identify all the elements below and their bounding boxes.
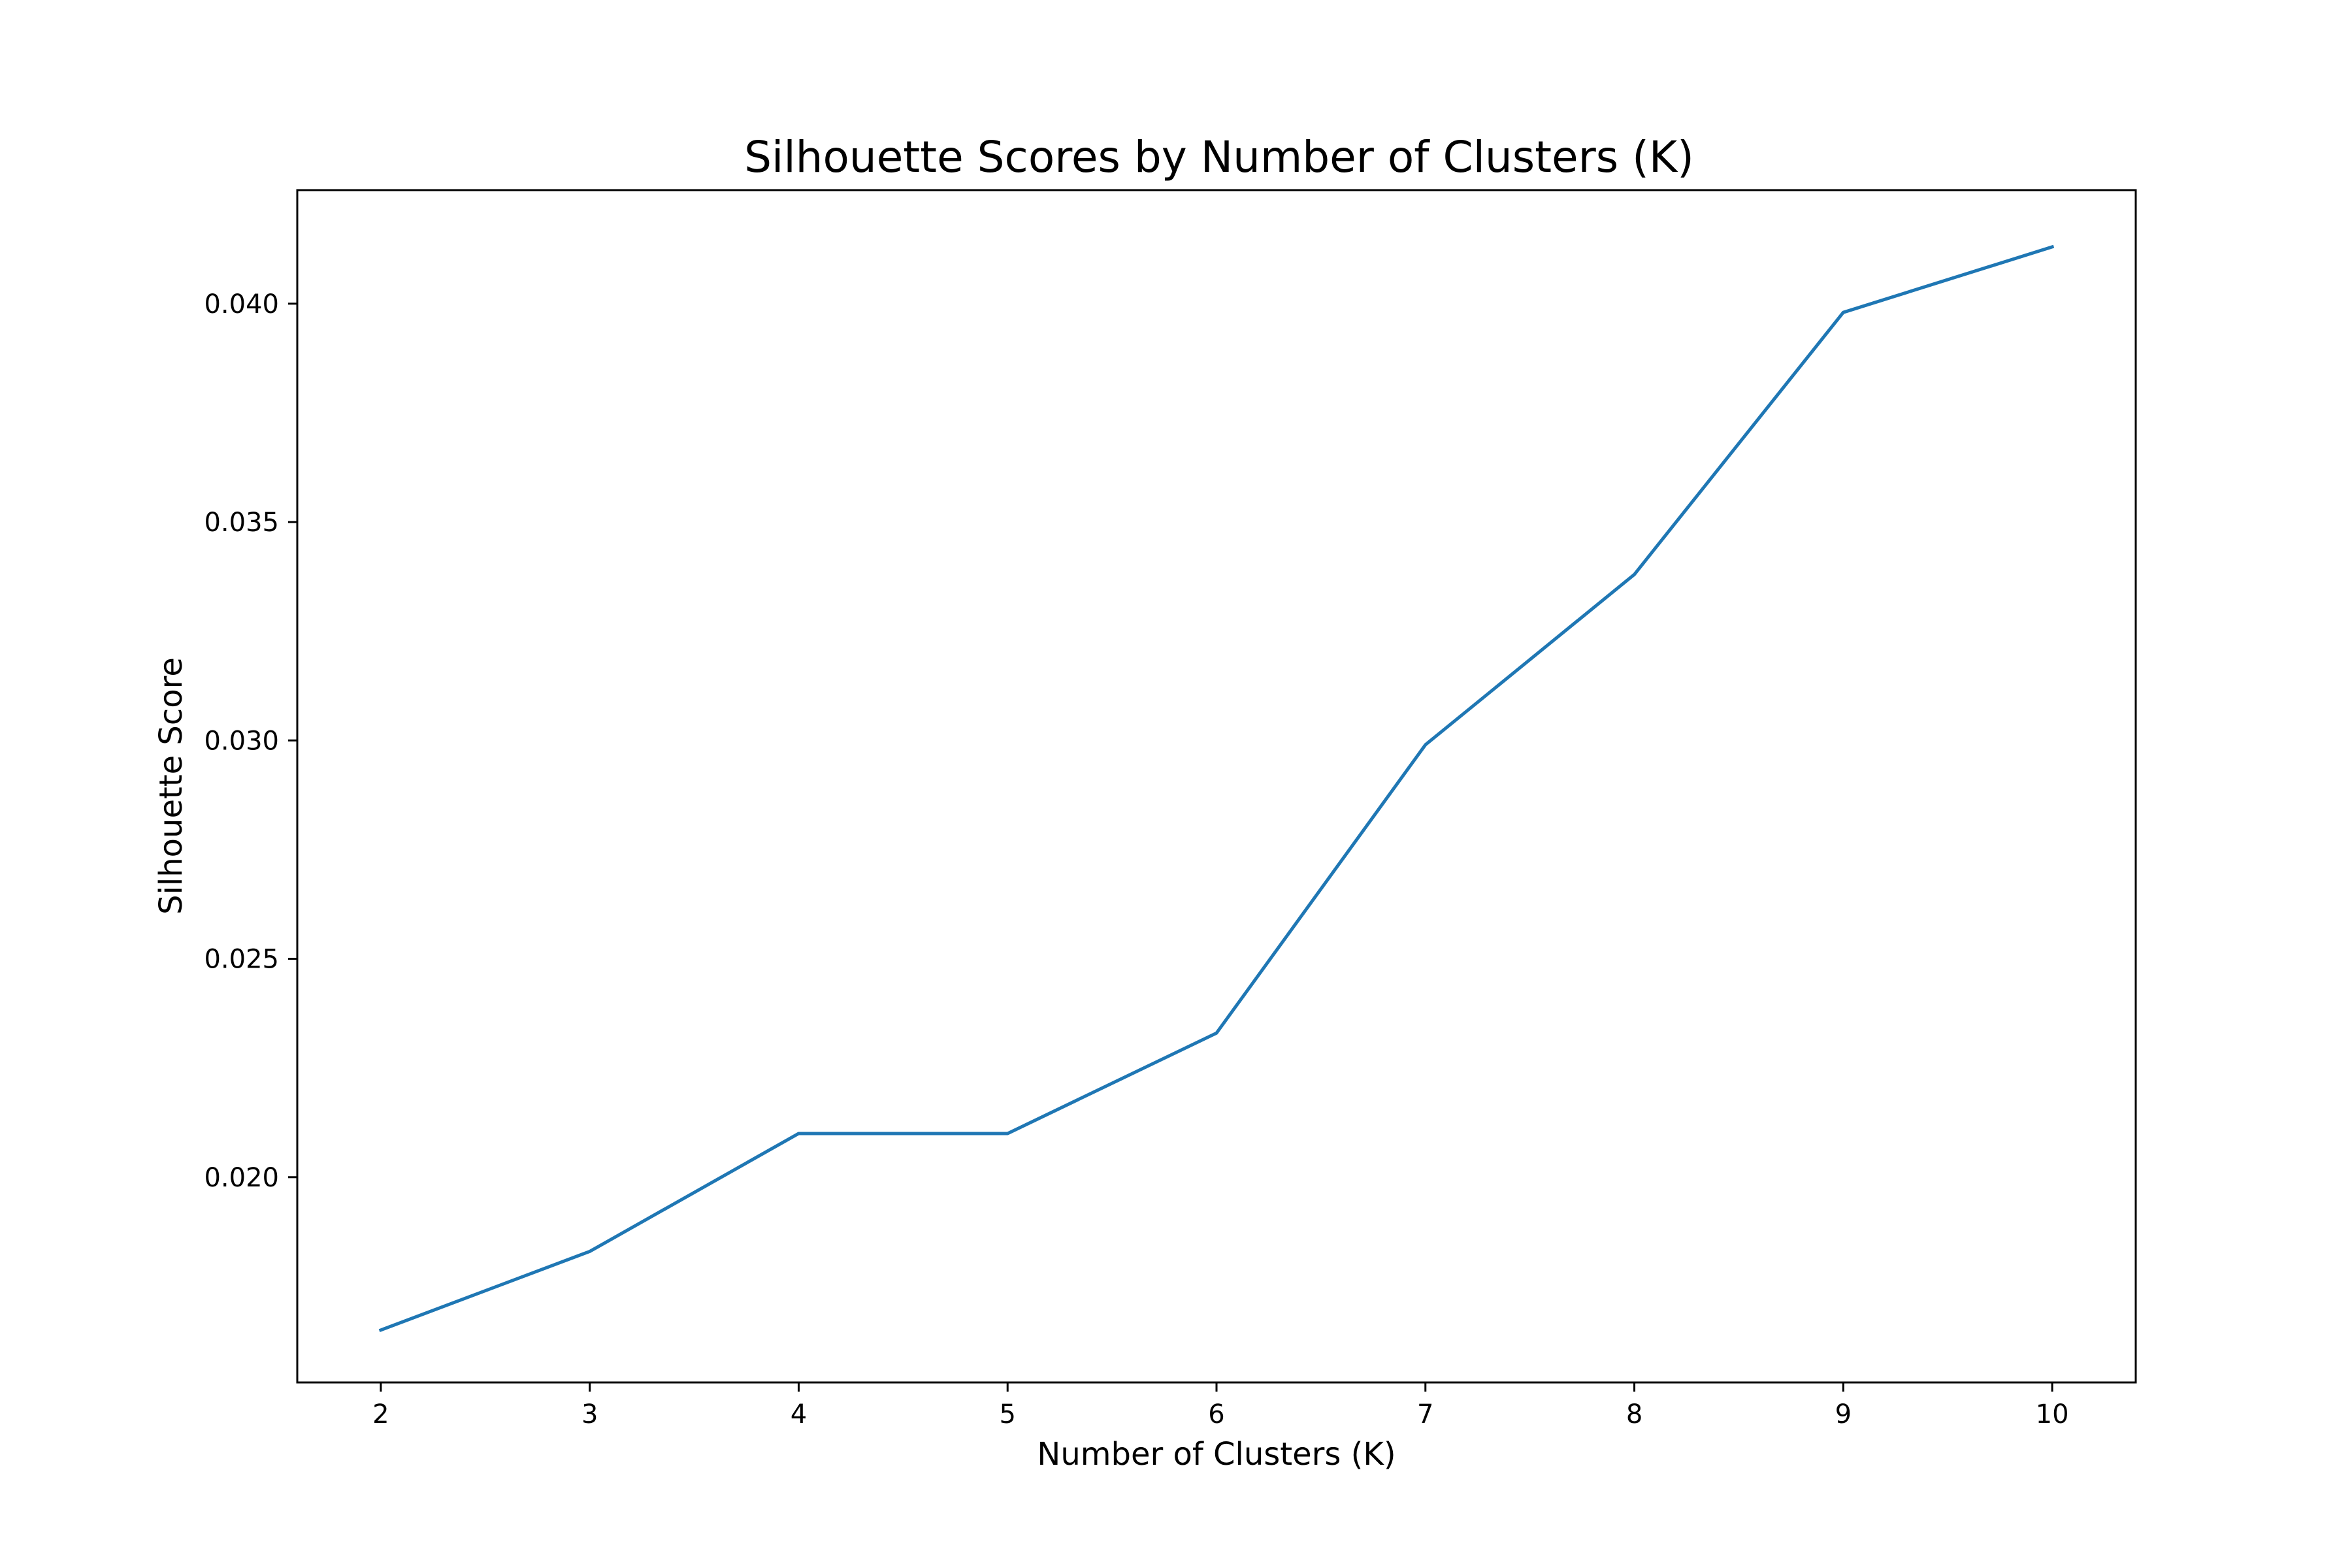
y-tick-label: 0.030 bbox=[204, 726, 279, 756]
data-point bbox=[587, 1249, 593, 1254]
y-tick-label: 0.025 bbox=[204, 945, 279, 975]
data-point bbox=[796, 1131, 801, 1136]
x-tick-label: 2 bbox=[372, 1399, 389, 1429]
x-tick-label: 9 bbox=[1835, 1399, 1852, 1429]
x-axis-ticks: 2 3 4 5 6 7 8 9 10 bbox=[372, 1382, 2069, 1429]
x-tick-label: 10 bbox=[2036, 1399, 2069, 1429]
x-axis-label: Number of Clusters (K) bbox=[1037, 1436, 1396, 1473]
chart-title: Silhouette Scores by Number of Clusters … bbox=[744, 132, 1694, 182]
data-point bbox=[378, 1328, 384, 1333]
y-axis-label: Silhouette Score bbox=[153, 657, 189, 915]
y-tick-label: 0.035 bbox=[204, 508, 279, 538]
x-tick-label: 5 bbox=[1000, 1399, 1016, 1429]
data-point bbox=[2050, 244, 2055, 250]
data-point bbox=[1423, 742, 1428, 747]
y-axis-ticks: 0.020 0.025 0.030 0.035 0.040 bbox=[204, 289, 297, 1193]
data-point bbox=[1005, 1131, 1010, 1136]
x-tick-label: 3 bbox=[581, 1399, 598, 1429]
series-layer bbox=[378, 244, 2055, 1333]
series-line bbox=[378, 244, 2055, 1333]
data-point bbox=[1632, 572, 1637, 577]
x-tick-label: 8 bbox=[1626, 1399, 1642, 1429]
x-tick-label: 7 bbox=[1417, 1399, 1433, 1429]
x-tick-label: 4 bbox=[791, 1399, 807, 1429]
y-tick-label: 0.020 bbox=[204, 1163, 279, 1193]
data-point bbox=[1214, 1030, 1219, 1036]
x-tick-label: 6 bbox=[1208, 1399, 1224, 1429]
data-point bbox=[1840, 310, 1846, 315]
y-tick-label: 0.040 bbox=[204, 289, 279, 319]
